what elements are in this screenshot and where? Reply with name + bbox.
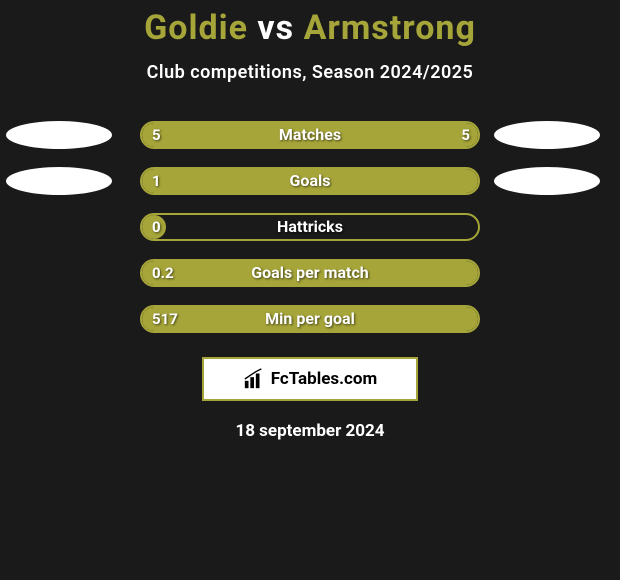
- player2-ellipse: [494, 167, 600, 195]
- player1-ellipse: [6, 167, 112, 195]
- bar-fill: [142, 307, 478, 331]
- stat-row: 55Matches: [0, 121, 620, 149]
- bar-track: [140, 305, 480, 333]
- stat-row: 0Hattricks: [0, 213, 620, 241]
- brand-text: FcTables.com: [271, 369, 377, 389]
- page-title: Goldie vs Armstrong: [0, 0, 620, 48]
- stat-row: 517Min per goal: [0, 305, 620, 333]
- date-text: 18 september 2024: [0, 421, 620, 441]
- stat-value-left: 0: [152, 213, 161, 241]
- bars-icon: [243, 368, 265, 390]
- subtitle: Club competitions, Season 2024/2025: [0, 62, 620, 83]
- bar-track: [140, 259, 480, 287]
- stat-value-left: 517: [152, 305, 178, 333]
- stat-value-left: 0.2: [152, 259, 174, 287]
- title-player2: Armstrong: [304, 8, 476, 48]
- bar-fill: [142, 123, 478, 147]
- bar-track: [140, 213, 480, 241]
- stat-value-left: 5: [152, 121, 161, 149]
- bar-track: [140, 167, 480, 195]
- bar-fill: [142, 169, 478, 193]
- stat-row: 1Goals: [0, 167, 620, 195]
- brand-box[interactable]: FcTables.com: [202, 357, 418, 401]
- title-vs: vs: [257, 8, 294, 48]
- chart-container: Goldie vs Armstrong Club competitions, S…: [0, 0, 620, 580]
- stat-row: 0.2Goals per match: [0, 259, 620, 287]
- stat-value-right: 5: [461, 121, 470, 149]
- bar-fill: [142, 261, 478, 285]
- stat-value-left: 1: [152, 167, 161, 195]
- bar-track: [140, 121, 480, 149]
- player1-ellipse: [6, 121, 112, 149]
- title-player1: Goldie: [144, 8, 248, 48]
- player2-ellipse: [494, 121, 600, 149]
- rows-container: 55Matches1Goals0Hattricks0.2Goals per ma…: [0, 121, 620, 333]
